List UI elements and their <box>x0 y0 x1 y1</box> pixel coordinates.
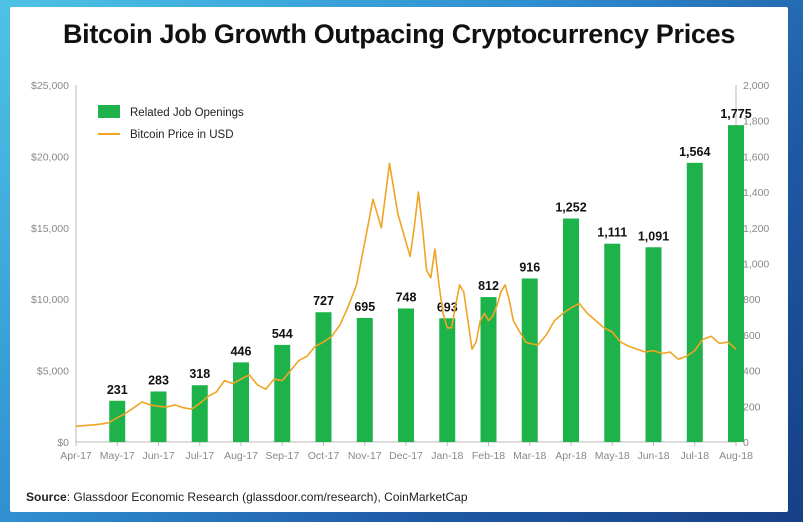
x-tick-label: May-18 <box>595 450 630 462</box>
x-tick-label: Oct-17 <box>308 450 340 462</box>
x-tick-label: Nov-17 <box>348 450 382 462</box>
bar-value-label: 812 <box>478 279 499 293</box>
bar-value-label: 1,111 <box>597 226 627 240</box>
x-tick-label: Aug-17 <box>224 450 258 462</box>
right-tick-label: 1,400 <box>743 187 769 199</box>
left-tick-label: $0 <box>57 437 69 449</box>
left-tick-label: $10,000 <box>31 294 69 306</box>
bar <box>521 278 538 442</box>
bar-value-label: 748 <box>396 290 417 304</box>
bar-value-label: 544 <box>272 327 293 341</box>
bar-value-label: 916 <box>519 260 540 274</box>
right-tick-label: 2,000 <box>743 80 769 92</box>
bar-value-label: 1,252 <box>555 201 586 215</box>
bar-value-label: 283 <box>148 373 169 387</box>
bar <box>109 400 126 442</box>
left-tick-label: $20,000 <box>31 151 69 163</box>
bar <box>150 391 167 442</box>
x-tick-label: Feb-18 <box>472 450 505 462</box>
bar <box>191 385 208 442</box>
bar <box>604 243 621 442</box>
bar-value-label: 318 <box>189 367 210 381</box>
left-tick-label: $5,000 <box>37 366 69 378</box>
bar <box>274 344 291 442</box>
bar <box>686 162 703 443</box>
bar <box>233 362 249 442</box>
right-tick-label: 800 <box>743 294 761 306</box>
legend-bar-label: Related Job Openings <box>130 107 244 119</box>
bar-value-label: 1,775 <box>720 107 751 121</box>
bar-value-label: 1,564 <box>679 145 710 159</box>
left-tick-label: $25,000 <box>31 80 69 92</box>
x-tick-label: Dec-17 <box>389 450 423 462</box>
legend-line-label: Bitcoin Price in USD <box>130 129 234 141</box>
bar <box>645 247 662 442</box>
bar-value-label: 1,091 <box>638 229 669 243</box>
bar <box>356 317 373 442</box>
bitcoin-price-line <box>75 162 737 428</box>
right-tick-label: 1,000 <box>743 259 769 271</box>
x-tick-label: Apr-18 <box>555 450 587 462</box>
bar <box>439 318 456 442</box>
x-tick-label: Jul-18 <box>680 450 709 462</box>
x-tick-label: Aug-18 <box>719 450 753 462</box>
left-tick-label: $15,000 <box>31 223 69 235</box>
right-tick-label: 1,600 <box>743 151 769 163</box>
x-tick-label: Sep-17 <box>265 450 299 462</box>
bar <box>315 312 332 442</box>
bar <box>563 218 579 442</box>
x-tick-label: May-17 <box>100 450 135 462</box>
chart-card: Bitcoin Job Growth Outpacing Cryptocurre… <box>10 7 788 512</box>
source-note: Source: Glassdoor Economic Research (gla… <box>26 490 468 504</box>
chart-svg: $0 $5,000 $10,000 $15,000 $20,000 $25,000 0 200… <box>31 80 769 462</box>
x-tick-label: Jun-18 <box>637 450 669 462</box>
legend-bar-swatch <box>98 105 120 118</box>
x-tick-label: Apr-17 <box>60 450 92 462</box>
right-tick-label: 0 <box>743 437 749 449</box>
bar <box>728 125 744 442</box>
bar-value-label: 231 <box>107 383 128 397</box>
x-tick-label: Mar-18 <box>513 450 546 462</box>
x-tick-label: Jun-17 <box>142 450 174 462</box>
x-tick-label: Jul-17 <box>185 450 214 462</box>
source-label: Source <box>26 490 67 504</box>
right-tick-label: 400 <box>743 366 761 378</box>
right-tick-label: 600 <box>743 330 761 342</box>
source-text: : Glassdoor Economic Research (glassdoor… <box>66 490 468 504</box>
right-tick-label: 1,200 <box>743 223 769 235</box>
x-tick-label: Jan-18 <box>431 450 463 462</box>
chart-title: Bitcoin Job Growth Outpacing Cryptocurre… <box>62 19 736 49</box>
bar-value-label: 695 <box>354 300 375 314</box>
right-tick-label: 1,800 <box>743 116 769 128</box>
bar <box>398 308 414 442</box>
right-tick-label: 200 <box>743 401 761 413</box>
bar <box>480 297 497 442</box>
bar-value-label: 446 <box>231 344 252 358</box>
bar-value-label: 727 <box>313 294 334 308</box>
